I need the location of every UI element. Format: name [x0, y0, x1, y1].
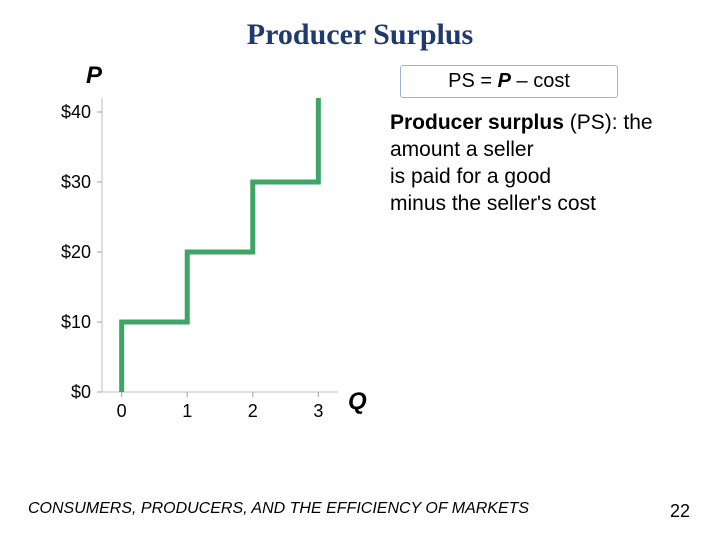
svg-text:3: 3 — [313, 401, 323, 421]
svg-text:2: 2 — [248, 401, 258, 421]
svg-text:$20: $20 — [61, 242, 91, 262]
supply-step-chart: $0 $10 $20 $30 $40 0 1 2 3 — [38, 92, 348, 432]
svg-text:1: 1 — [182, 401, 192, 421]
svg-text:$0: $0 — [71, 382, 91, 402]
x-axis-label: Q — [348, 388, 367, 416]
slide-title: Producer Surplus — [0, 18, 720, 52]
formula-prefix: PS = — [448, 70, 497, 92]
definition-term: Producer surplus — [390, 111, 564, 134]
formula-box: PS = P – cost — [400, 65, 618, 98]
svg-text:$10: $10 — [61, 312, 91, 332]
definition-line3: minus the seller's cost — [390, 192, 596, 215]
definition-text: Producer surplus (PS): the amount a sell… — [390, 110, 690, 218]
svg-text:$30: $30 — [61, 172, 91, 192]
page-number: 22 — [670, 501, 690, 522]
definition-line2: is paid for a good — [390, 165, 551, 188]
svg-text:$40: $40 — [61, 102, 91, 122]
formula-suffix: – cost — [511, 70, 570, 92]
formula-var: P — [498, 70, 511, 92]
y-axis-label: P — [86, 62, 102, 90]
svg-text:0: 0 — [117, 401, 127, 421]
footer-text: CONSUMERS, PRODUCERS, AND THE EFFICIENCY… — [28, 500, 529, 518]
